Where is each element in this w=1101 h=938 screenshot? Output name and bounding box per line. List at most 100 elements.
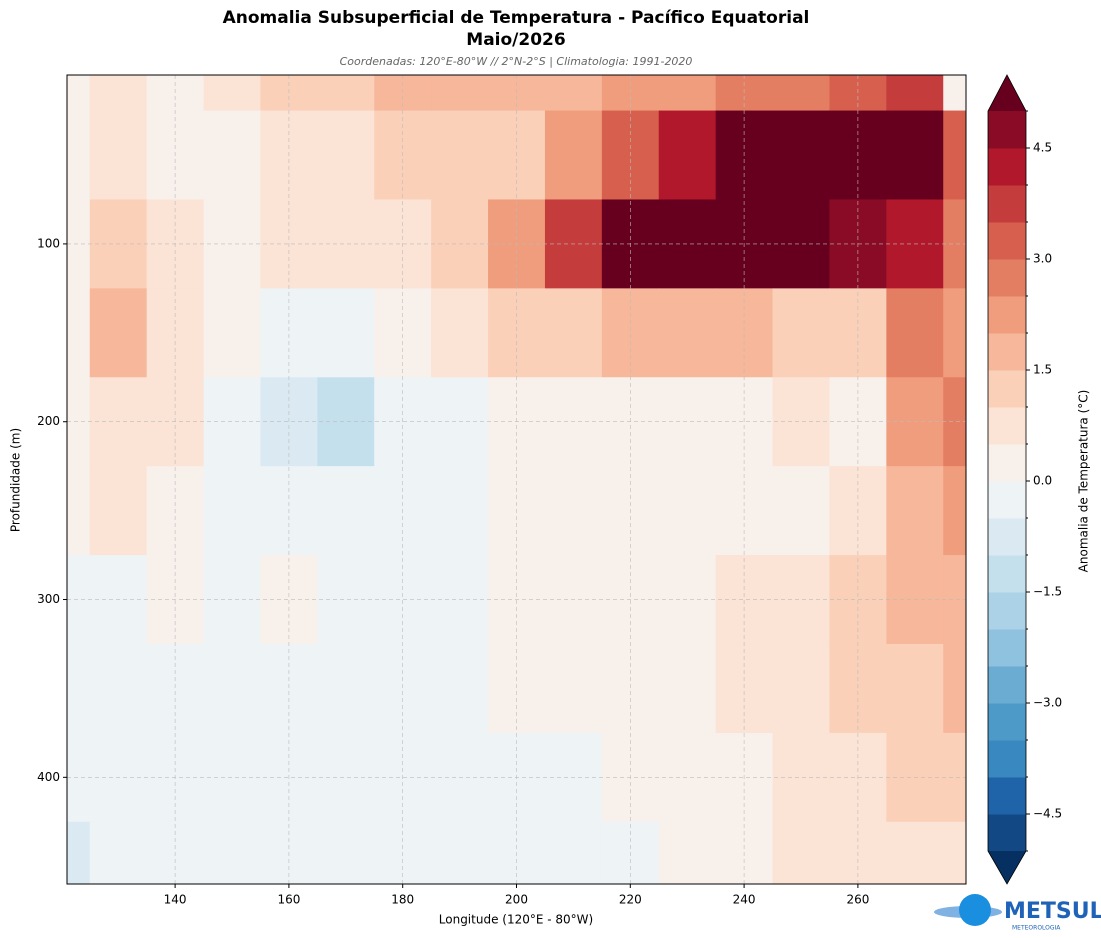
colorbar-bin — [988, 185, 1026, 223]
cell — [317, 288, 375, 378]
cell — [203, 110, 261, 200]
y-tick-label: 400 — [37, 770, 60, 784]
x-axis-label: Longitude (120°E - 80°W) — [439, 913, 593, 927]
colorbar-bin — [988, 444, 1026, 482]
colorbar-label: Anomalia de Temperatura (°C) — [1077, 390, 1091, 573]
colorbar-tick-label: 0.0 — [1033, 474, 1052, 488]
cell — [67, 643, 91, 734]
cell — [317, 110, 375, 200]
cell — [431, 110, 489, 200]
colorbar-tick-label: −3.0 — [1033, 696, 1062, 710]
colorbar-tick-label: 1.5 — [1033, 363, 1052, 377]
cell — [544, 288, 603, 378]
colorbar-bin — [988, 296, 1026, 334]
cell — [943, 466, 966, 556]
colorbar-bin — [988, 111, 1026, 149]
chart-title: Maio/2026 — [466, 30, 565, 50]
colorbar-bin — [988, 518, 1026, 556]
cell — [203, 821, 261, 884]
cell — [317, 377, 375, 467]
cell — [658, 110, 717, 200]
cell — [772, 110, 830, 200]
colorbar-bin — [988, 592, 1026, 630]
cell — [886, 821, 944, 884]
cell — [67, 199, 91, 289]
cell — [317, 199, 375, 289]
cell — [203, 466, 261, 556]
cell — [317, 466, 375, 556]
cell — [943, 821, 966, 884]
colorbar-bin — [988, 814, 1026, 852]
cell — [943, 643, 966, 734]
cell — [772, 821, 830, 884]
x-tick-label: 200 — [505, 893, 528, 907]
cell — [317, 732, 375, 823]
cell — [203, 643, 261, 734]
colorbar-bin — [988, 222, 1026, 260]
cell — [544, 75, 603, 112]
colorbar-bin — [988, 333, 1026, 371]
cell — [89, 75, 148, 112]
cell — [544, 110, 603, 200]
cell — [658, 821, 717, 884]
colorbar-bin — [988, 370, 1026, 408]
cell — [431, 75, 489, 112]
cell — [772, 643, 830, 734]
cell — [317, 643, 375, 734]
logo-subtext: METEOROLOGIA — [1012, 925, 1061, 932]
cell — [89, 643, 148, 734]
cell — [89, 466, 148, 556]
colorbar-tick-label: −4.5 — [1033, 807, 1062, 821]
y-tick-label: 200 — [37, 414, 60, 428]
colorbar-tick-label: 4.5 — [1033, 141, 1052, 155]
cell — [658, 643, 717, 734]
cell — [658, 288, 717, 378]
cell — [886, 643, 944, 734]
colorbar-bin — [988, 703, 1026, 741]
chart-title: Anomalia Subsuperficial de Temperatura -… — [223, 8, 810, 28]
x-tick-label: 180 — [391, 893, 414, 907]
cell — [67, 555, 91, 645]
cell — [886, 466, 944, 556]
x-tick-label: 240 — [733, 893, 756, 907]
cell — [67, 821, 91, 884]
logo: METSUL METEOROLOGIA — [934, 894, 1101, 932]
x-tick-label: 160 — [277, 893, 300, 907]
colorbar-bin — [988, 777, 1026, 815]
y-tick-label: 300 — [37, 592, 60, 606]
cell — [544, 643, 603, 734]
cell — [203, 75, 261, 112]
cell — [431, 466, 489, 556]
cell — [89, 821, 148, 884]
cell — [772, 75, 830, 112]
colorbar-bin — [988, 148, 1026, 186]
cell — [943, 199, 966, 289]
colorbar-bin — [988, 481, 1026, 519]
colorbar-bin — [988, 555, 1026, 593]
cell — [943, 377, 966, 467]
y-axis-label: Profundidade (m) — [9, 428, 23, 532]
colorbar-bin — [988, 629, 1026, 667]
cell — [67, 377, 91, 467]
colorbar-bin — [988, 666, 1026, 704]
cell — [67, 466, 91, 556]
cell — [431, 821, 489, 884]
colorbar-tick-label: 3.0 — [1033, 252, 1052, 266]
cell — [886, 288, 944, 378]
cell — [89, 110, 148, 200]
cell — [67, 732, 91, 823]
chart-subtitle: Coordenadas: 120°E-80°W // 2°N-2°S | Cli… — [340, 55, 693, 68]
cell — [943, 732, 966, 823]
cell — [943, 110, 966, 200]
colorbar-bin — [988, 407, 1026, 445]
colorbar-extend — [988, 75, 1026, 111]
cell — [89, 288, 148, 378]
cell — [943, 555, 966, 645]
cell — [431, 643, 489, 734]
cell — [544, 821, 603, 884]
colorbar-bin — [988, 259, 1026, 297]
cell — [943, 288, 966, 378]
cell — [886, 110, 944, 200]
cell — [67, 288, 91, 378]
